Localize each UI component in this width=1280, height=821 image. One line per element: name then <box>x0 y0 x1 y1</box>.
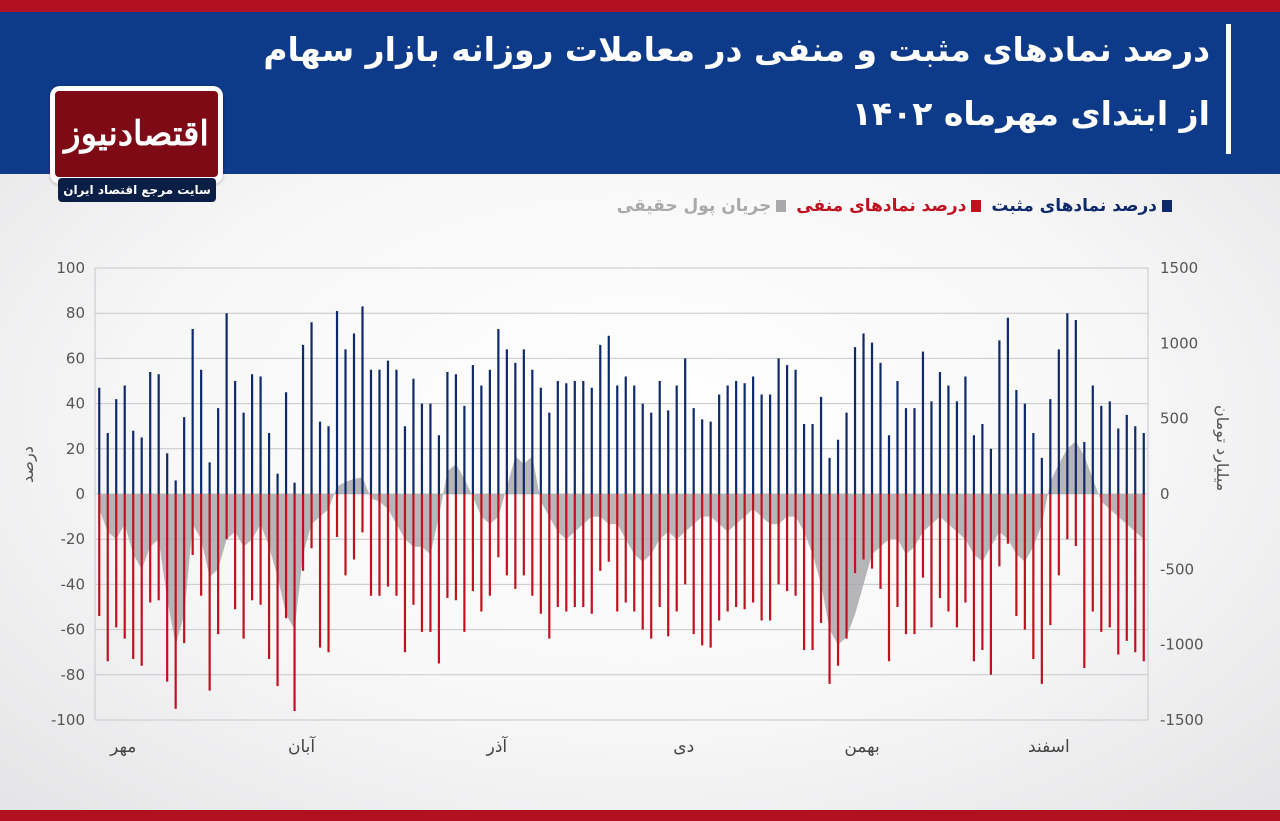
y-tick-label: -100 <box>51 711 85 729</box>
y2-tick-label: 1000 <box>1160 334 1198 352</box>
legend-item-flow: جریان پول حقیقی <box>617 196 787 216</box>
x-month-label: اسفند <box>1028 737 1070 757</box>
series-flow-area <box>99 441 1144 645</box>
legend-item-positive: درصد نمادهای مثبت <box>991 196 1172 216</box>
y-tick-label: -20 <box>61 530 86 548</box>
logo-tagline: سایت مرجع اقتصاد ایران <box>58 178 216 202</box>
top-accent-stripe <box>0 0 1280 12</box>
y-tick-label: 40 <box>66 395 85 413</box>
x-month-label: بهمن <box>844 737 879 757</box>
x-month-label: دی <box>673 737 694 757</box>
legend-swatch-negative <box>971 200 982 212</box>
legend-swatch-flow <box>776 200 787 212</box>
chart-legend: درصد نمادهای مثبت درصد نمادهای منفی جریا… <box>613 196 1172 216</box>
y-tick-label: -40 <box>61 575 86 593</box>
x-month-label: آذر <box>486 735 509 757</box>
legend-swatch-positive <box>1162 200 1172 212</box>
y-tick-label: -60 <box>61 621 86 639</box>
y-tick-label: 100 <box>56 259 85 277</box>
y-tick-label: 60 <box>66 349 85 367</box>
y2-tick-label: -500 <box>1160 560 1194 578</box>
y2-tick-label: -1000 <box>1160 636 1204 654</box>
y2-tick-label: 1500 <box>1160 259 1198 277</box>
x-month-label: مهر <box>109 737 136 757</box>
title-divider <box>1226 24 1231 154</box>
legend-label-flow: جریان پول حقیقی <box>616 196 772 216</box>
y-tick-label: 20 <box>66 440 85 458</box>
chart-title-line2: از ابتدای مهرماه ۱۴۰۲ <box>851 94 1210 133</box>
y2-tick-label: 0 <box>1160 485 1170 503</box>
chart-title-line1: درصد نمادهای مثبت و منفی در معاملات روزا… <box>263 30 1210 69</box>
legend-item-negative: درصد نمادهای منفی <box>796 196 982 216</box>
y2-tick-label: 500 <box>1160 410 1189 428</box>
y-tick-label: 80 <box>66 304 85 322</box>
y-tick-label: 0 <box>75 485 85 503</box>
y2-tick-label: -1500 <box>1160 711 1204 729</box>
legend-label-positive: درصد نمادهای مثبت <box>991 196 1157 216</box>
x-month-label: آبان <box>288 735 316 757</box>
legend-label-negative: درصد نمادهای منفی <box>796 196 967 216</box>
logo: اقتصادنیوز <box>55 91 218 177</box>
y-tick-label: -80 <box>61 666 86 684</box>
bottom-accent-stripe <box>0 810 1280 821</box>
